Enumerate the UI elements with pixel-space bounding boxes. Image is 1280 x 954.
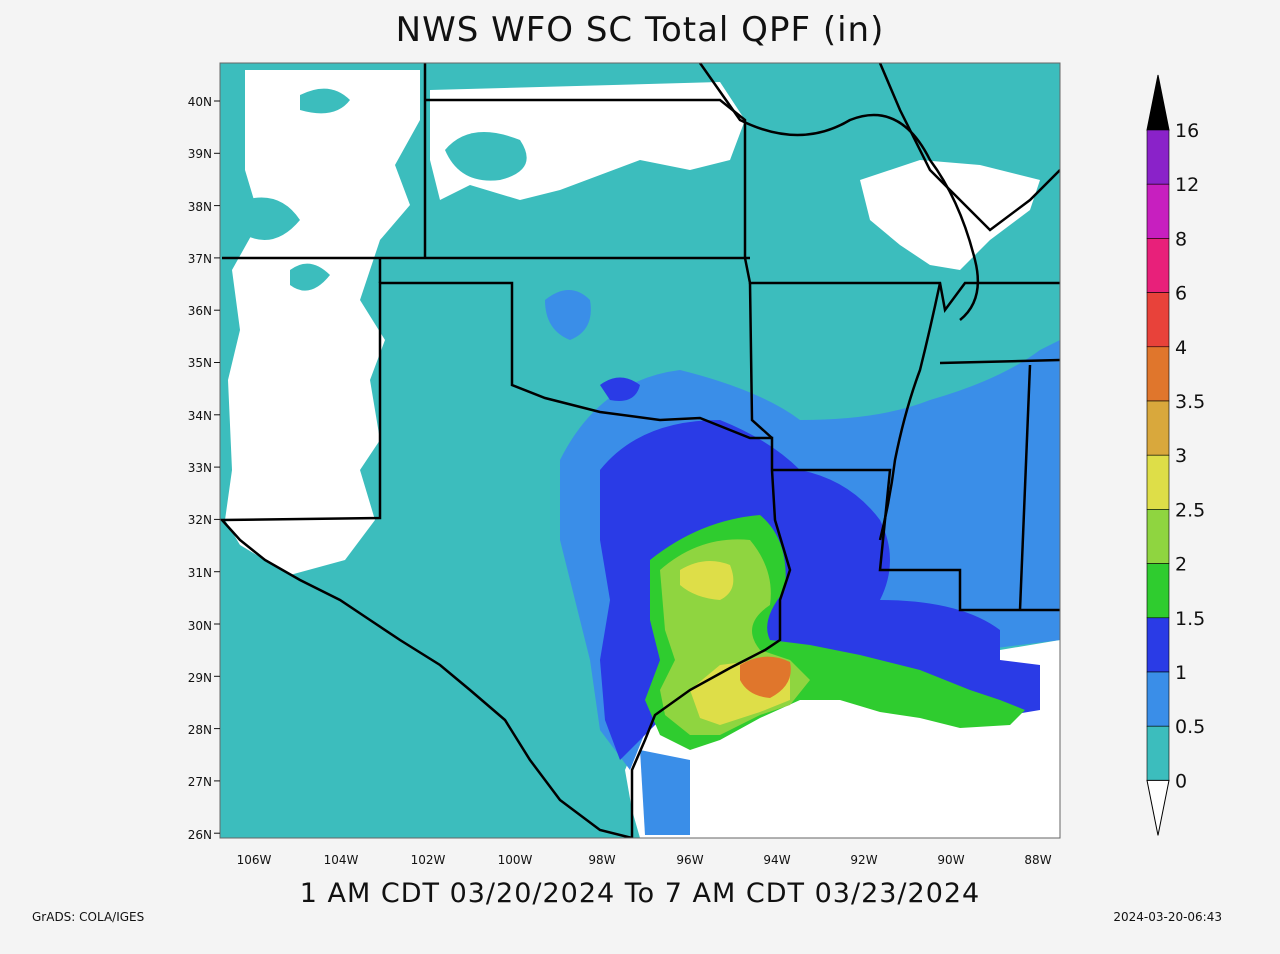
colorbar-swatch <box>1146 617 1170 673</box>
trace-blob <box>245 197 300 240</box>
lon-label: 94W <box>763 853 790 867</box>
lat-label: 28N <box>188 723 212 737</box>
arkansas-east <box>748 282 773 439</box>
lon-label: 96W <box>676 853 703 867</box>
latitude-axis: 40N 39N 38N 37N 36N 35N 34N 33N 32N 31N … <box>188 95 212 842</box>
louisiana-arkansas-line <box>772 468 1060 612</box>
tennessee-line <box>939 358 1060 365</box>
map-title: NWS WFO SC Total QPF (in) <box>395 10 885 50</box>
dry-area-new-mexico <box>225 70 420 575</box>
qpf-half-inch-area <box>545 290 591 340</box>
lat-label: 30N <box>188 619 212 633</box>
missouri-arkansas-line <box>743 257 1060 314</box>
run-timestamp: 2024-03-20-06:43 <box>1113 910 1222 924</box>
colorbar-label: 4 <box>1175 337 1187 359</box>
lat-label: 29N <box>188 671 212 685</box>
lat-label: 32N <box>188 513 212 527</box>
valid-period: 1 AM CDT 03/20/2024 To 7 AM CDT 03/23/20… <box>299 878 981 909</box>
colorbar-label: 8 <box>1175 228 1187 250</box>
colorbar-swatch <box>1146 725 1170 781</box>
lat-label: 31N <box>188 566 212 580</box>
colorbar-swatch <box>1146 238 1170 293</box>
lat-label: 35N <box>188 356 212 370</box>
colorbar-max-arrow <box>1146 74 1170 131</box>
lon-label: 104W <box>324 853 359 867</box>
trace-blob <box>445 132 527 181</box>
missouri-river <box>698 63 980 321</box>
qpf-three-half-area <box>740 656 791 698</box>
colorbar-label: 16 <box>1175 120 1199 142</box>
dry-area-missouri <box>860 160 1040 270</box>
mississippi-river <box>878 282 942 541</box>
colorbar-label: 0.5 <box>1175 716 1205 738</box>
colorbar-swatch <box>1146 563 1170 619</box>
lon-label: 98W <box>588 853 615 867</box>
texas-border <box>220 281 792 838</box>
lat-label: 40N <box>188 95 212 109</box>
mississippi-alabama-line <box>1018 364 1032 611</box>
colorbar-swatch <box>1146 346 1170 402</box>
lat-label: 27N <box>188 775 212 789</box>
lon-label: 100W <box>498 853 533 867</box>
lat-label: 37N <box>188 252 212 266</box>
colorbar-label: 12 <box>1175 174 1199 196</box>
colorbar-label: 1.5 <box>1175 608 1205 630</box>
illinois-border <box>878 63 1060 232</box>
colorbar-label: 2 <box>1175 554 1187 576</box>
colorbar-label: 2.5 <box>1175 499 1205 521</box>
lat-label: 38N <box>188 200 212 214</box>
lon-label: 106W <box>237 853 272 867</box>
state-borders <box>220 63 1060 838</box>
colorbar-swatch <box>1146 292 1170 348</box>
longitude-axis: 106W 104W 102W 100W 98W 96W 94W 92W 90W … <box>237 853 1052 867</box>
plot-frame <box>219 62 1061 839</box>
lon-label: 90W <box>937 853 964 867</box>
grads-credit: GrADS: COLA/IGES <box>32 910 145 924</box>
qpf-two-half-area <box>680 561 734 600</box>
colorbar-swatch <box>1146 671 1170 727</box>
colorbar-label: 6 <box>1175 283 1187 305</box>
lon-label: 88W <box>1024 853 1051 867</box>
lat-label: 26N <box>188 828 212 842</box>
colorbar-swatch <box>1146 183 1170 239</box>
colorbar-label: 3 <box>1175 445 1187 467</box>
trace-blob <box>300 88 350 114</box>
lat-label: 36N <box>188 304 212 318</box>
colorbar-label: 0 <box>1175 770 1187 792</box>
lon-label: 102W <box>411 853 446 867</box>
lat-label: 34N <box>188 409 212 423</box>
colorbar: 0 0.5 1 1.5 2 2.5 3 3.5 4 6 8 12 16 <box>1146 74 1205 836</box>
map-panel <box>220 63 1060 838</box>
colorbar-swatch <box>1146 509 1170 564</box>
colorbar-swatch <box>1146 129 1170 185</box>
colorbar-label: 3.5 <box>1175 391 1205 413</box>
colorbar-min-arrow <box>1146 779 1170 836</box>
colorbar-swatch <box>1146 454 1170 510</box>
qpf-one-inch-area <box>600 377 640 401</box>
colorbar-swatch <box>1146 400 1170 456</box>
lat-label: 33N <box>188 461 212 475</box>
trace-blob <box>290 263 330 291</box>
lat-label: 39N <box>188 147 212 161</box>
lon-label: 92W <box>850 853 877 867</box>
colorbar-label: 1 <box>1175 662 1187 684</box>
qpf-half-inch-area <box>640 750 690 835</box>
